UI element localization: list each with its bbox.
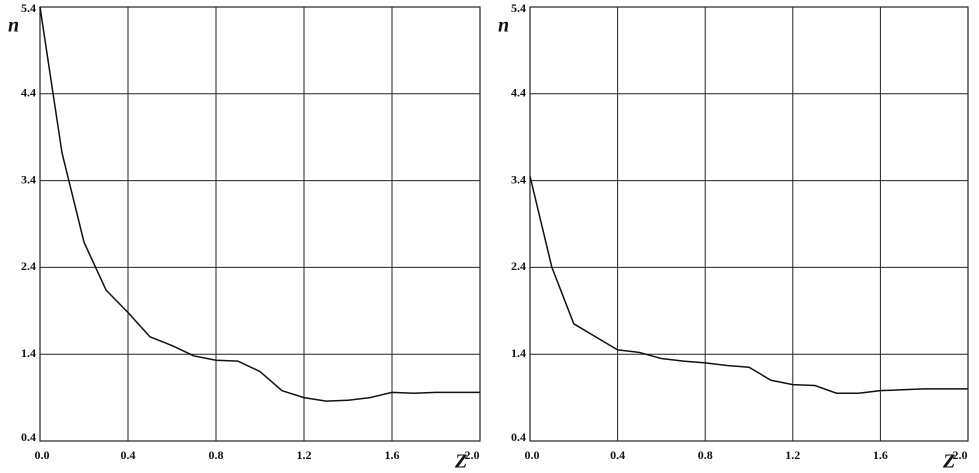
x-axis-label: Z	[942, 451, 955, 473]
y-tick-label: 0.4	[21, 430, 36, 444]
x-tick-label: 1.2	[785, 448, 800, 462]
x-axis-label: Z	[454, 451, 467, 473]
x-tick-label: 2.0	[953, 448, 968, 462]
y-tick-label: 3.4	[511, 172, 526, 186]
line-series	[529, 176, 968, 395]
y-axis-label: n	[8, 15, 19, 37]
plot-frame	[39, 6, 481, 442]
y-tick-label: 3.4	[21, 172, 36, 186]
y-tick-label: 0.4	[511, 430, 526, 444]
y-tick-label: 2.4	[21, 259, 36, 273]
y-tick-label: 5.4	[21, 1, 36, 15]
y-tick-label: 2.4	[511, 259, 526, 273]
plot-frame	[529, 6, 969, 442]
x-tick-label: 1.6	[873, 448, 888, 462]
line-series	[39, 6, 480, 402]
x-tick-label: 2.0	[465, 448, 480, 462]
y-axis-label: n	[498, 15, 509, 37]
x-tick-label: 0.0	[35, 448, 50, 462]
x-tick-label: 1.2	[297, 448, 312, 462]
y-tick-label: 1.4	[511, 346, 526, 360]
y-tick-label: 4.4	[511, 86, 526, 100]
x-tick-label: 1.6	[385, 448, 400, 462]
x-tick-label: 0.8	[698, 448, 713, 462]
y-tick-label: 4.4	[21, 86, 36, 100]
x-tick-label: 0.0	[525, 448, 540, 462]
x-tick-label: 0.4	[121, 448, 136, 462]
y-tick-label: 1.4	[21, 346, 36, 360]
x-tick-label: 0.8	[209, 448, 224, 462]
y-tick-label: 5.4	[511, 1, 526, 15]
x-tick-label: 0.4	[610, 448, 625, 462]
